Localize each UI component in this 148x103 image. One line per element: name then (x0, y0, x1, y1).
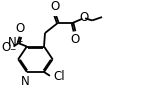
Text: O: O (2, 41, 11, 54)
Text: O: O (70, 33, 80, 46)
Text: −: − (9, 45, 16, 54)
Text: N: N (20, 75, 29, 88)
Text: O: O (16, 22, 25, 35)
Text: N: N (8, 36, 17, 49)
Text: O: O (79, 11, 89, 24)
Text: O: O (50, 0, 59, 13)
Text: Cl: Cl (53, 70, 65, 83)
Text: +: + (16, 37, 22, 46)
